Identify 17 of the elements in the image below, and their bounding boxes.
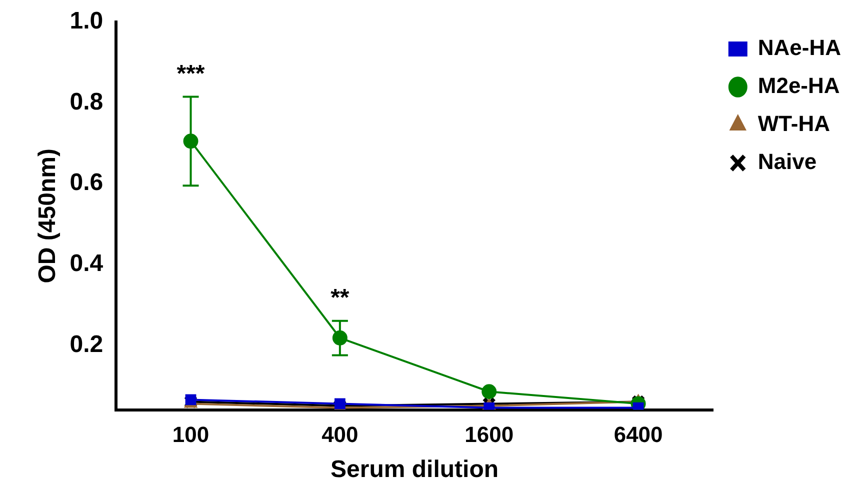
- legend-label: Naive: [758, 149, 817, 174]
- legend-label: WT-HA: [758, 111, 830, 136]
- y-tick-label: 0.8: [70, 88, 104, 116]
- annotation: ***: [176, 60, 206, 88]
- legend-label: M2e-HA: [758, 73, 840, 98]
- x-tick-label: 400: [322, 422, 358, 448]
- x-tick-label: 100: [172, 422, 210, 448]
- x-tick-label: 6400: [614, 422, 663, 448]
- y-tick-label: 0.2: [70, 330, 104, 358]
- y-tick-label: 0.6: [70, 169, 104, 196]
- y-tick-label: 0.4: [70, 250, 104, 277]
- y-tick-label: 1.0: [70, 8, 104, 35]
- y-axis-title: OD (450nm): [34, 148, 62, 284]
- x-tick-label: 1600: [464, 422, 514, 448]
- annotation: **: [330, 284, 350, 312]
- x-axis-title: Serum dilution: [330, 456, 499, 484]
- legend-label: NAe-HA: [758, 35, 842, 60]
